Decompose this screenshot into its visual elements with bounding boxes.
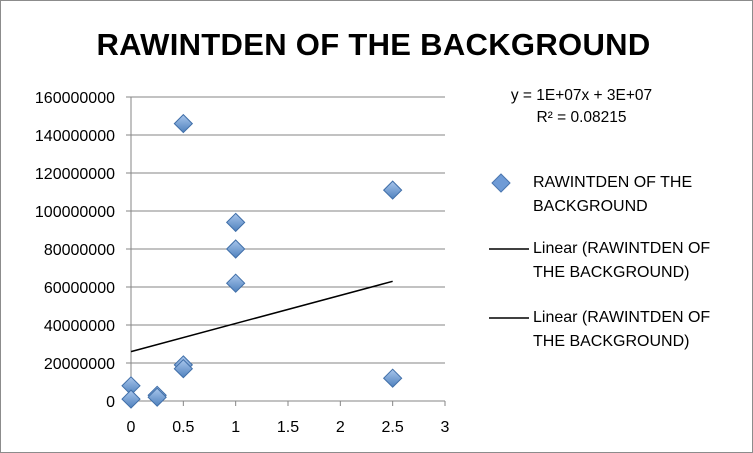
data-point-3 bbox=[147, 387, 167, 407]
gridlines bbox=[131, 96, 445, 364]
axes bbox=[126, 96, 446, 406]
y-tick-label: 120000000 bbox=[35, 166, 115, 183]
data-point-1 bbox=[121, 389, 141, 409]
legend-label-linear-1: Linear (RAWINTDEN OF THE BACKGROUND) bbox=[533, 240, 711, 281]
data-point-11 bbox=[382, 368, 403, 388]
y-tick-label: 60000000 bbox=[44, 280, 115, 297]
x-tick-label: 1 bbox=[231, 419, 240, 436]
equation-text: y = 1E+07x + 3E+07 bbox=[510, 87, 653, 104]
legend-line-marker-icon bbox=[489, 317, 529, 319]
legend-entry-linear-1: Linear (RAWINTDEN OF THE BACKGROUND) bbox=[489, 237, 739, 287]
data-point-7 bbox=[225, 212, 246, 233]
legend-label-linear-2: Linear (RAWINTDEN OF THE BACKGROUND) bbox=[533, 309, 711, 350]
y-tick-label: 40000000 bbox=[44, 318, 115, 335]
data-point-6 bbox=[173, 358, 194, 379]
chart-title: RAWINTDEN OF THE BACKGROUND bbox=[96, 27, 651, 62]
y-tick-label: 140000000 bbox=[35, 128, 115, 145]
y-tick-label: 160000000 bbox=[35, 90, 115, 107]
y-tick-label: 80000000 bbox=[44, 242, 115, 259]
legend-label-series: RAWINTDEN OF THE BACKGROUND bbox=[533, 174, 693, 215]
data-point-9 bbox=[225, 273, 246, 293]
legend-line-marker-icon bbox=[489, 248, 529, 250]
trendline-layer bbox=[130, 280, 393, 353]
x-tick-label: 3 bbox=[441, 419, 450, 436]
x-tick-label: 0 bbox=[127, 419, 136, 436]
legend-entry-series: RAWINTDEN OF THE BACKGROUND bbox=[489, 171, 739, 221]
y-tick-labels: 0 20000000 40000000 60000000 80000000 1000000… bbox=[35, 90, 115, 411]
y-tick-label: 100000000 bbox=[35, 204, 115, 221]
r-squared-text: R² = 0.08215 bbox=[536, 109, 627, 126]
x-tick-label: 2.5 bbox=[382, 419, 404, 436]
legend-entry-linear-2: Linear (RAWINTDEN OF THE BACKGROUND) bbox=[489, 306, 739, 356]
data-point-8 bbox=[225, 239, 246, 259]
trendline-linear bbox=[130, 280, 393, 353]
x-tick-label: 1.5 bbox=[277, 419, 299, 436]
data-points bbox=[121, 113, 403, 409]
x-tick-label: 2 bbox=[336, 419, 345, 436]
data-point-4 bbox=[173, 113, 194, 134]
x-tick-label: 0.5 bbox=[172, 419, 194, 436]
y-tick-label: 0 bbox=[106, 394, 115, 411]
legend-diamond-marker-icon bbox=[491, 173, 511, 193]
data-point-10 bbox=[382, 180, 403, 200]
trendline-equation: y = 1E+07x + 3E+07 R² = 0.08215 bbox=[479, 85, 684, 129]
x-tick-labels: 0 0.5 1 1.5 2 2.5 3 bbox=[127, 419, 450, 436]
y-tick-label: 20000000 bbox=[44, 356, 115, 373]
